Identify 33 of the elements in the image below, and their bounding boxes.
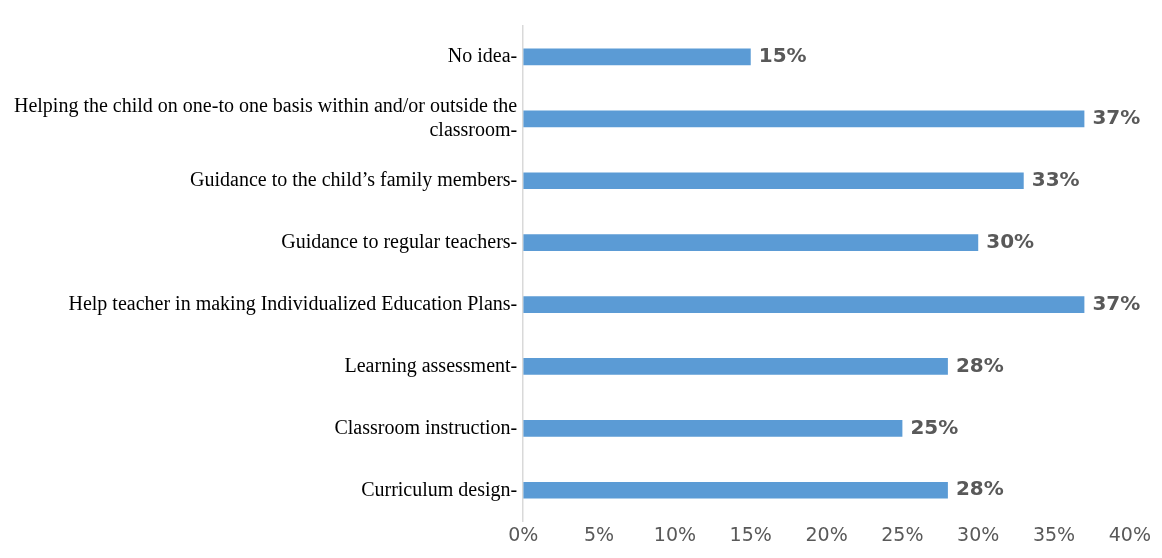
bar (523, 110, 1085, 128)
x-tick-label: 35% (1032, 522, 1076, 545)
y-tick-label: Helping the child on one-to one basis within and/or outside the classroom- (13, 94, 518, 141)
data-label: 37% (1092, 105, 1141, 130)
bar (523, 234, 979, 252)
y-tick-label: Help teacher in making Individualized Education Plans- (68, 291, 518, 315)
y-tick-label: No idea- (447, 44, 518, 67)
x-tick-label: 0% (508, 522, 539, 545)
bar (523, 481, 948, 499)
x-tick-label: 5% (583, 522, 615, 545)
data-label: 28% (955, 476, 1004, 501)
bar (523, 172, 1024, 190)
y-tick-label: Guidance to the child’s family members- (190, 168, 518, 191)
x-tick-label: 10% (653, 522, 697, 545)
data-label: 37% (1092, 290, 1141, 315)
y-tick-label: Curriculum design- (361, 477, 518, 501)
x-tick-label: 20% (805, 522, 848, 545)
x-tick-label: 30% (957, 522, 1000, 545)
bar (523, 296, 1085, 313)
bar (523, 48, 751, 66)
y-tick-label: Learning assessment- (344, 353, 518, 377)
y-tick-label: Guidance to regular teachers- (281, 229, 518, 253)
x-tick-label: 15% (729, 522, 772, 545)
bar (523, 419, 903, 437)
x-tick-label: 25% (881, 522, 924, 545)
x-tick-label: 40% (1108, 522, 1151, 545)
data-label: 28% (955, 352, 1004, 377)
data-label: 15% (758, 43, 807, 68)
data-label: 33% (1031, 166, 1080, 191)
bar (523, 358, 948, 375)
y-tick-label: Classroom instruction- (334, 415, 518, 438)
data-label: 30% (986, 228, 1035, 253)
data-label: 25% (910, 414, 959, 439)
